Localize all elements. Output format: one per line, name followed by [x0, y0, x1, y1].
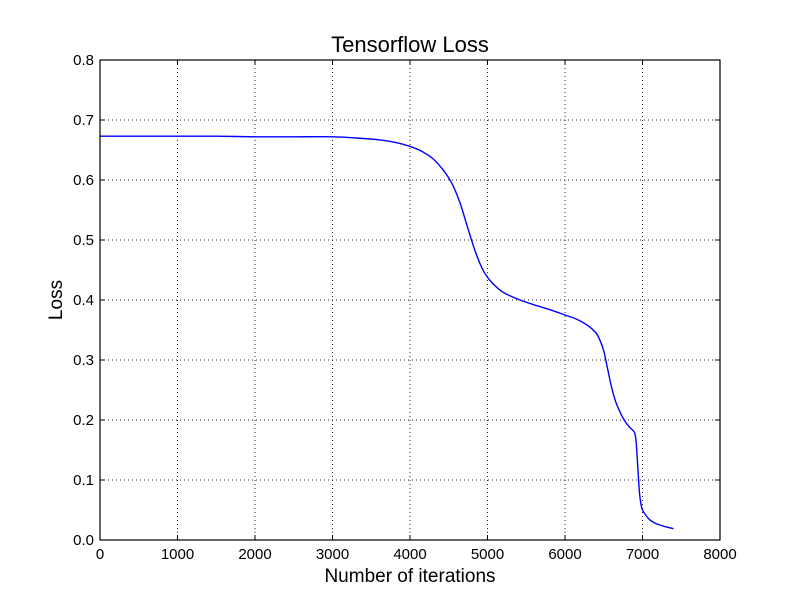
x-tick-label: 5000 [471, 546, 504, 563]
chart-title: Tensorflow Loss [331, 32, 489, 57]
y-tick-label: 0.0 [73, 532, 94, 549]
x-axis-label: Number of iterations [324, 566, 495, 587]
y-tick-label: 0.5 [73, 232, 94, 249]
y-tick-label: 0.2 [73, 412, 94, 429]
x-tick-label: 4000 [393, 546, 426, 563]
y-tick-label: 0.6 [73, 172, 94, 189]
x-tick-labels: 0 1000 2000 3000 4000 5000 6000 7000 8000 [96, 546, 737, 563]
x-tick-label: 3000 [316, 546, 349, 563]
x-tick-label: 0 [96, 546, 104, 563]
y-tick-label: 0.7 [73, 112, 94, 129]
data-series [99, 135, 674, 530]
y-tick-label: 0.4 [73, 292, 94, 309]
grid-lines [100, 60, 720, 540]
x-tick-label: 2000 [238, 546, 271, 563]
x-tick-label: 8000 [703, 546, 736, 563]
plot-frame [99, 59, 721, 541]
y-tick-label: 0.1 [73, 472, 94, 489]
y-axis-label: Loss [46, 280, 67, 320]
x-tick-label: 7000 [626, 546, 659, 563]
x-tick-label: 6000 [548, 546, 581, 563]
x-tick-label: 1000 [161, 546, 194, 563]
y-tick-labels: 0.0 0.1 0.2 0.3 0.4 0.5 0.6 0.7 0.8 [73, 52, 94, 549]
loss-series-line [99, 135, 674, 530]
y-tick-label: 0.3 [73, 352, 94, 369]
y-tick-label: 0.8 [73, 52, 94, 69]
